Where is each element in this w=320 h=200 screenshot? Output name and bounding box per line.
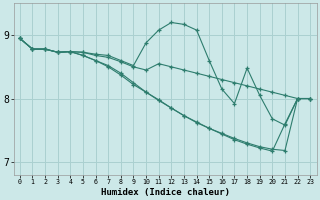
- X-axis label: Humidex (Indice chaleur): Humidex (Indice chaleur): [100, 188, 229, 197]
